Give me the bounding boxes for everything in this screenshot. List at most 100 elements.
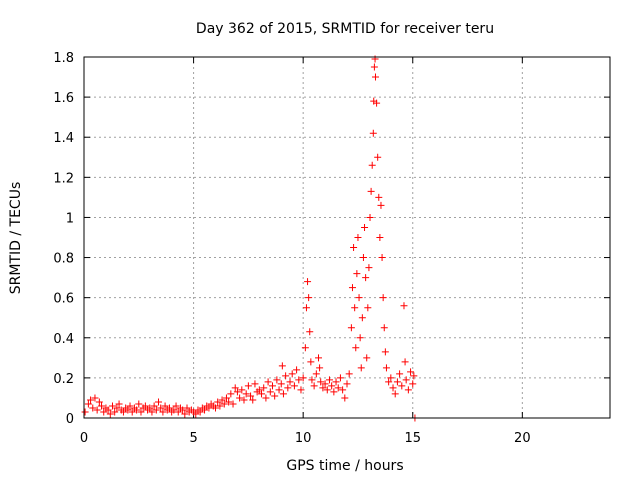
data-point [365,264,373,272]
data-point [301,344,309,352]
data-point [288,370,296,378]
data-point [273,376,281,384]
data-point [308,376,316,384]
data-point [328,382,336,390]
data-point [356,334,364,342]
data-point [216,402,224,410]
plot-frame [83,56,611,419]
data-point [84,400,92,408]
data-point [345,370,353,378]
data-point [264,378,272,386]
data-point [362,274,370,282]
data-point [279,390,287,398]
data-point [192,410,200,418]
data-point [165,404,173,412]
data-point [104,406,112,414]
data-point [170,406,178,414]
data-point [231,384,239,392]
data-point [409,380,417,388]
data-point [391,390,399,398]
data-point [305,294,313,302]
data-point [266,388,274,396]
data-point [87,396,95,404]
data-point [278,362,286,370]
data-point [367,187,375,195]
data-point [364,304,372,312]
chart-title: Day 362 of 2015, SRMTID for receiver ter… [196,21,494,37]
tick-labels: 0 5 10 15 20 0 0.2 0.4 0.6 0.8 1 1.2 1.4 1.6 1.8 [53,51,530,446]
data-point [343,380,351,388]
data-point [262,394,270,402]
data-point [334,384,342,392]
data-point [382,364,390,372]
data-point [373,99,381,107]
data-point [229,400,237,408]
data-point [233,388,241,396]
y-tick-label: 1 [66,211,74,226]
data-point [306,328,314,336]
data-point [389,384,397,392]
data-point [227,390,235,398]
data-point [255,386,263,394]
data-point [181,410,189,418]
data-point [353,270,361,278]
data-point [157,404,165,412]
data-point [368,161,376,169]
data-point [106,410,114,418]
data-point [242,390,250,398]
data-point [268,382,276,390]
data-point [407,368,415,376]
data-point [277,380,285,388]
data-point [400,302,408,310]
data-point [284,384,292,392]
data-point [161,402,169,410]
y-tick-label: 1.4 [53,131,74,146]
data-point [115,400,123,408]
y-tick-label: 0 [66,412,74,427]
data-point [402,376,410,384]
grid-lines [84,57,610,418]
data-point [302,304,310,312]
data-point [260,384,268,392]
data-point [286,378,294,386]
data-point [325,376,333,384]
data-point [179,406,187,414]
data-point [295,376,303,384]
data-point [355,294,363,302]
data-point [380,324,388,332]
data-point [81,408,89,416]
data-point [271,392,279,400]
data-point [361,223,369,231]
data-point [282,372,290,380]
data-point [315,354,323,362]
data-point [155,398,163,406]
data-point [146,404,154,412]
data-point [258,390,266,398]
data-point [374,153,382,161]
data-point [401,358,409,366]
data-point [196,408,204,416]
data-point [95,398,103,406]
data-point [299,374,307,382]
data-point [371,73,379,81]
data-point [126,402,134,410]
data-point [159,408,167,416]
data-point [124,406,132,414]
data-point [137,408,145,416]
data-point [247,392,255,400]
y-tick-label: 0.4 [53,332,74,347]
data-point [381,348,389,356]
data-point [341,394,349,402]
data-point [244,382,252,390]
data-point [240,396,248,404]
data-point [249,396,257,404]
data-point [89,404,97,412]
x-tick-label: 10 [295,431,312,446]
y-tick-label: 0.6 [53,292,74,307]
data-point [396,370,404,378]
x-tick-label: 0 [80,431,88,446]
data-point [410,372,418,380]
data-point [297,386,305,394]
data-point [225,398,233,406]
axis-ticks [83,56,610,419]
